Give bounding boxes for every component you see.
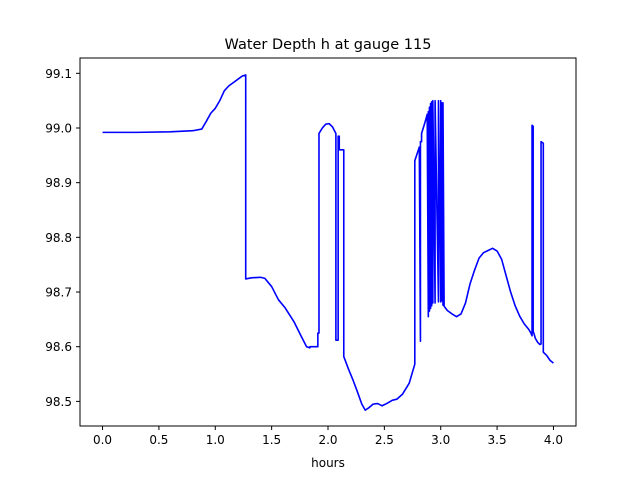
y-axis: 98.5 98.6 98.7 98.8 98.9 99.0 99.1	[45, 67, 80, 409]
x-tick-label: 0.0	[93, 433, 112, 447]
y-tick-label: 98.9	[45, 176, 72, 190]
x-tick-label: 3.0	[431, 433, 450, 447]
x-tick-label: 1.0	[206, 433, 225, 447]
y-tick-label: 98.6	[45, 340, 72, 354]
x-tick-label: 4.0	[544, 433, 563, 447]
y-tick-label: 99.1	[45, 67, 72, 81]
x-tick-label: 2.0	[318, 433, 337, 447]
y-tick-label: 98.5	[45, 395, 72, 409]
x-tick-label: 2.5	[375, 433, 394, 447]
x-axis-label: hours	[311, 456, 345, 470]
chart-title: Water Depth h at gauge 115	[225, 37, 432, 53]
y-tick-label: 98.8	[45, 231, 72, 245]
x-tick-label: 0.5	[149, 433, 168, 447]
x-tick-label: 3.5	[488, 433, 507, 447]
y-tick-label: 99.0	[45, 121, 72, 135]
x-axis: 0.0 0.5 1.0 1.5 2.0 2.5 3.0 3.5 4.0	[93, 426, 563, 447]
series-line-0	[102, 74, 554, 411]
y-tick-label: 98.7	[45, 286, 72, 300]
x-tick-label: 1.5	[262, 433, 281, 447]
